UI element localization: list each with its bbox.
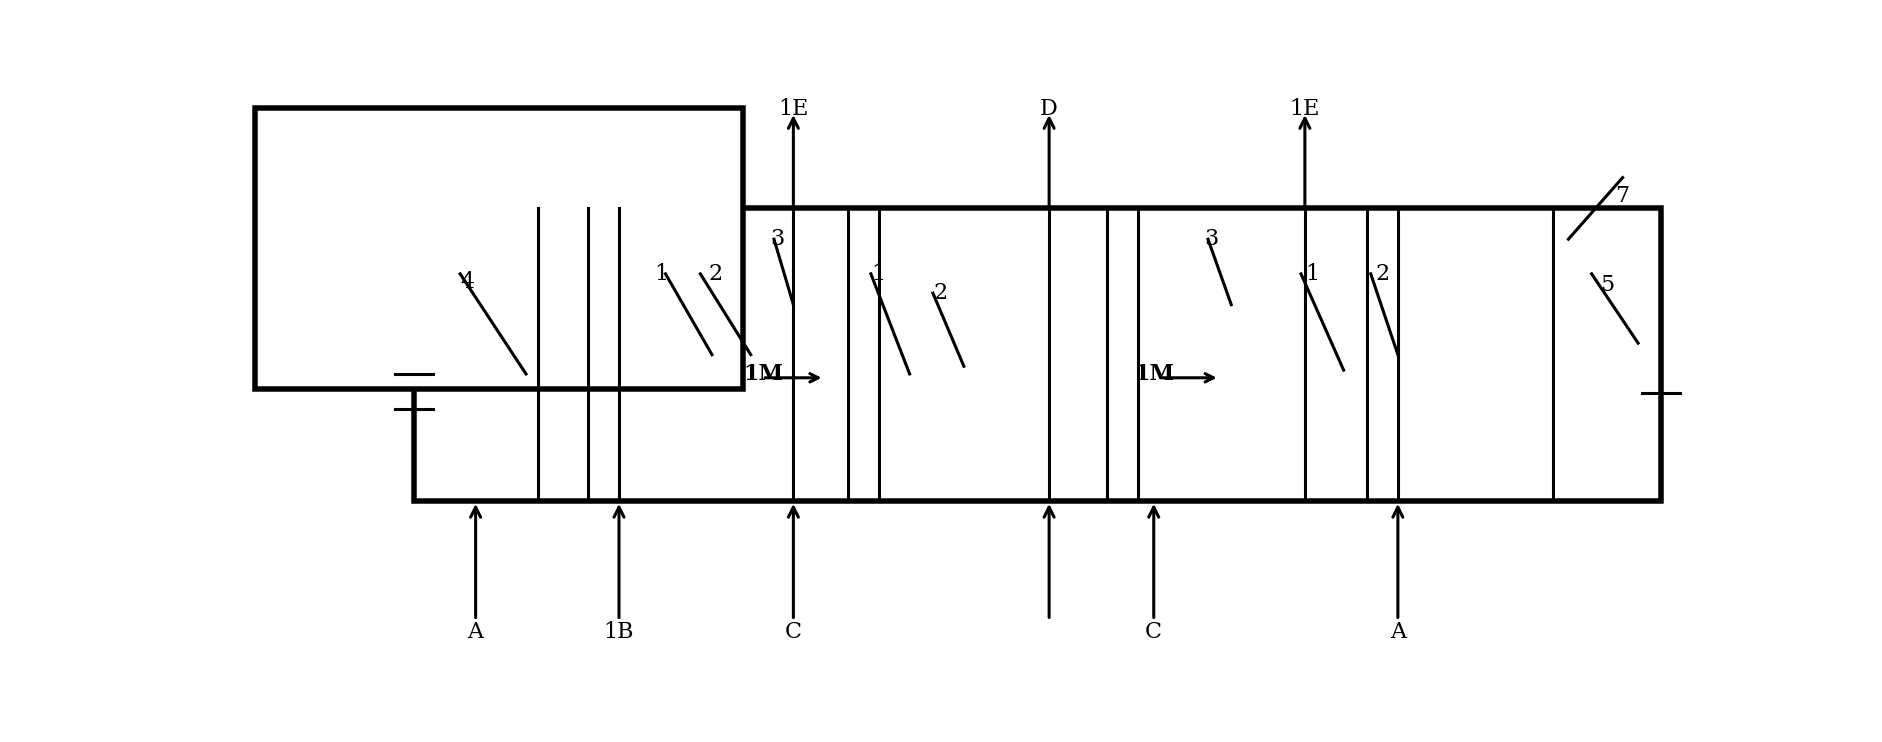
Text: 7: 7 [1615, 186, 1628, 207]
Text: C: C [785, 622, 802, 643]
Text: 1E: 1E [1289, 98, 1319, 120]
Text: D: D [1039, 98, 1058, 120]
Text: 2: 2 [1374, 263, 1389, 285]
Text: 1: 1 [1304, 263, 1319, 285]
Bar [414, 209, 1660, 501]
Text: 1M: 1M [1133, 363, 1174, 385]
Text: 1: 1 [655, 263, 668, 285]
Text: 5: 5 [1600, 275, 1613, 296]
Text: 4: 4 [461, 271, 474, 292]
Text: 1E: 1E [777, 98, 807, 120]
Text: 2: 2 [708, 263, 723, 285]
Text: 1M: 1M [743, 363, 783, 385]
Text: 2: 2 [933, 282, 947, 304]
Bar [254, 108, 743, 390]
Text: 1B: 1B [604, 622, 634, 643]
Text: A: A [1389, 622, 1406, 643]
Text: 1: 1 [871, 263, 885, 285]
Text: 3: 3 [1204, 229, 1218, 250]
Text: C: C [1144, 622, 1161, 643]
Text: A: A [467, 622, 484, 643]
Text: 3: 3 [770, 229, 785, 250]
